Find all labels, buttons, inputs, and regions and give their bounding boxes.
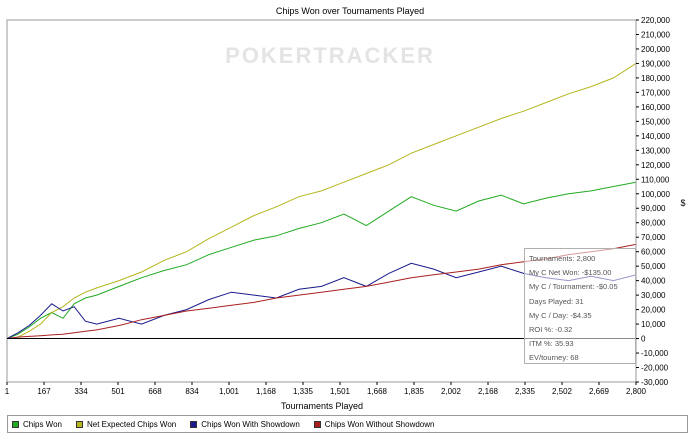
info-row: My C / Tournament: -$0.05 <box>529 282 618 292</box>
y-tick-label: 170,000 <box>641 88 670 97</box>
legend-label: Chips Won Without Showdown <box>324 419 435 429</box>
y-tick-label: 10,000 <box>641 320 666 329</box>
legend-label: Chips Won With Showdown <box>201 419 300 429</box>
x-tick-label: 2,669 <box>589 387 610 396</box>
legend-item: Net Expected Chips Won <box>75 419 177 429</box>
x-tick-label: 1 <box>5 387 10 396</box>
info-row: My C / Day: -$4.35 <box>529 310 592 320</box>
plot-frame <box>6 19 637 383</box>
x-tick-label: 2,800 <box>626 387 647 396</box>
x-tick-label: 834 <box>185 387 199 396</box>
x-tick-label: 2,335 <box>515 387 536 396</box>
x-axis: 1 167 334 501 668 834 1,001 1,168 1,335 1,501 1,66… <box>5 382 647 396</box>
y-tick-label: 80,000 <box>641 219 666 228</box>
stats-info-box: Tournaments: 2,800 My C Net Won: -$135.00… <box>524 248 636 364</box>
y-tick-label: 130,000 <box>641 146 670 155</box>
info-row: ITM %: 35.93 <box>529 339 574 349</box>
x-tick-label: 1,335 <box>293 387 314 396</box>
x-tick-label: 1,835 <box>404 387 425 396</box>
y-tick-label: 150,000 <box>641 117 670 126</box>
y-tick-label: 90,000 <box>641 204 666 213</box>
y-tick-label: 200,000 <box>641 45 670 54</box>
y-tick-label: -10,000 <box>641 349 669 358</box>
x-tick-label: 1,168 <box>256 387 277 396</box>
x-tick-label: 1,501 <box>330 387 351 396</box>
legend-swatch <box>190 420 198 428</box>
x-tick-label: 2,002 <box>441 387 462 396</box>
series-line-2 <box>6 62 637 340</box>
y-tick-label: 20,000 <box>641 306 666 315</box>
series-line-4 <box>6 243 637 340</box>
legend-swatch <box>313 420 321 428</box>
info-row: EV/tourney: 68 <box>529 353 579 363</box>
x-tick-label: 501 <box>111 387 125 396</box>
y-axis-title: $ <box>680 198 685 208</box>
legend-item: Chips Won With Showdown <box>190 420 300 429</box>
x-tick-label: 668 <box>148 387 162 396</box>
x-tick-label: 167 <box>37 387 51 396</box>
y-tick-label: 40,000 <box>641 277 666 286</box>
x-tick-label: 334 <box>74 387 88 396</box>
y-tick-label: 0 <box>641 335 646 344</box>
y-tick-label: 110,000 <box>641 175 670 184</box>
legend-item: Chips Won <box>12 420 62 429</box>
y-tick-label: 30,000 <box>641 291 666 300</box>
y-axis: 220,000 210,000 200,000 190,000 180,000 170,0… <box>636 16 670 387</box>
legend-swatch <box>12 420 19 428</box>
legend-swatch <box>75 420 83 428</box>
x-tick-label: 2,168 <box>478 387 499 396</box>
y-tick-label: 190,000 <box>641 59 670 68</box>
chart-title: Chips Won over Tournaments Played <box>275 6 425 16</box>
x-tick-label: 2,502 <box>552 387 573 396</box>
y-tick-label: 120,000 <box>641 161 670 170</box>
x-tick-label: 1,001 <box>219 387 240 396</box>
series-layer <box>6 62 637 340</box>
info-row: ROI %: -0.32 <box>529 324 573 334</box>
info-row: Tournaments: 2,800 <box>529 254 596 263</box>
y-tick-label: 50,000 <box>641 262 666 271</box>
y-tick-label: 140,000 <box>641 132 670 141</box>
info-row: Days Played: 31 <box>529 296 584 306</box>
legend-label: Chips Won <box>23 419 62 429</box>
legend: Chips Won Net Expected Chips Won Chips Won… <box>7 415 688 433</box>
y-tick-label: -20,000 <box>641 364 669 373</box>
y-tick-label: 100,000 <box>641 190 670 199</box>
series-line-1 <box>6 181 637 340</box>
legend-item: Chips Won Without Showdown <box>313 419 435 429</box>
legend-label: Net Expected Chips Won <box>86 419 177 429</box>
y-tick-label: 210,000 <box>641 30 670 39</box>
watermark-text: POKERTRACKER <box>225 43 435 68</box>
y-tick-label: -30,000 <box>641 378 669 387</box>
y-tick-label: 220,000 <box>641 16 670 25</box>
x-tick-label: 1,668 <box>367 387 388 396</box>
y-tick-label: 70,000 <box>641 233 666 242</box>
x-axis-title: Tournaments Played <box>281 401 363 411</box>
y-tick-label: 60,000 <box>641 248 666 257</box>
y-tick-label: 180,000 <box>641 74 670 83</box>
info-row: My C Net Won: -$135.00 <box>529 268 612 278</box>
y-tick-label: 160,000 <box>641 103 670 112</box>
